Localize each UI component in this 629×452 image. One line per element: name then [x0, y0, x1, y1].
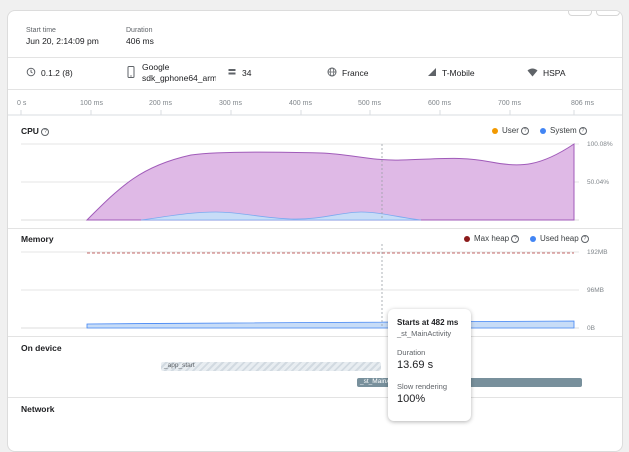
device-model: sdk_gphone64_arm6 — [142, 73, 216, 83]
duration-value: 406 ms — [126, 36, 154, 46]
timeline-tick: 806 ms — [571, 100, 594, 107]
memory-legend-max-label: Max heap — [474, 234, 510, 243]
timeline-tick: 400 ms — [289, 100, 312, 107]
timeline-tick: 500 ms — [358, 100, 381, 107]
cpu-max-label: 100.08% — [587, 141, 613, 148]
trace-label: _st_MainActivity — [360, 378, 407, 385]
help-icon[interactable]: ? — [511, 234, 520, 243]
memory-legend-max: Max heap ? — [464, 234, 520, 243]
help-icon[interactable]: ? — [521, 126, 530, 135]
globe-icon — [327, 67, 337, 77]
divider — [8, 89, 622, 90]
wifi-icon — [527, 68, 538, 77]
toolbar-button-right[interactable] — [596, 11, 620, 16]
cpu-legend-system: System ? — [540, 126, 587, 135]
cpu-legend-user: User ? — [492, 126, 530, 135]
memory-legend-used: Used heap ? — [530, 234, 589, 243]
on-device-title: On device — [21, 343, 62, 353]
cpu-title: CPU ? — [21, 126, 50, 136]
memory-title: Memory — [21, 234, 54, 244]
cpu-title-text: CPU — [21, 126, 39, 136]
cpu-legend-system-label: System — [550, 126, 577, 135]
memory-legend-used-label: Used heap — [540, 234, 579, 243]
user-dot-icon — [492, 127, 498, 134]
trace-bar-app-start[interactable]: _app_start — [161, 362, 381, 371]
country: France — [342, 68, 369, 78]
toolbar-button-left[interactable] — [568, 11, 592, 16]
network-type: HSPA — [543, 68, 566, 78]
signal-icon — [428, 68, 436, 76]
trace-label: _app_start — [164, 362, 195, 369]
api-level-icon — [228, 69, 236, 75]
help-icon[interactable]: ? — [580, 234, 589, 243]
timeline-tick: 100 ms — [80, 100, 103, 107]
divider — [8, 228, 622, 229]
memory-mid-label: 96MB — [587, 287, 604, 294]
start-time-label: Start time — [26, 27, 56, 34]
cpu-legend-user-label: User — [502, 126, 519, 135]
used-heap-dot-icon — [530, 235, 536, 242]
help-icon[interactable]: ? — [41, 127, 50, 136]
phone-icon — [127, 66, 135, 78]
timeline-tick: 200 ms — [149, 100, 172, 107]
timeline-tick: 700 ms — [498, 100, 521, 107]
cpu-user-area — [85, 143, 575, 221]
system-dot-icon — [540, 127, 546, 134]
max-heap-dot-icon — [464, 235, 470, 242]
trace-tooltip: Starts at 482 ms _st_MainActivity Durati… — [388, 309, 471, 421]
tooltip-duration-value: 13.69 s — [397, 359, 434, 371]
used-heap-area — [86, 320, 575, 329]
memory-zero-label: 0B — [587, 325, 595, 332]
timeline-tick: 600 ms — [428, 100, 451, 107]
cpu-mid-label: 50.04% — [587, 179, 610, 186]
api-level: 34 — [242, 68, 252, 78]
cpu-chart — [21, 143, 579, 221]
cpu-system-area — [140, 211, 422, 221]
tooltip-starts: Starts at 482 ms — [397, 318, 459, 327]
memory-chart — [21, 244, 579, 329]
tooltip-slow-label: Slow rendering — [397, 382, 448, 391]
divider — [8, 397, 622, 398]
network-title: Network — [21, 404, 55, 414]
divider — [8, 336, 622, 337]
trace-details-card: Start time Jun 20, 2:14:09 pm Duration 4… — [7, 10, 623, 452]
timeline-axis — [8, 110, 622, 116]
duration-label: Duration — [126, 27, 153, 34]
timeline-tick: 0 s — [17, 100, 27, 107]
memory-top-label: 192MB — [587, 249, 608, 256]
app-version: 0.1.2 (8) — [41, 68, 73, 78]
tooltip-trace-name: _st_MainActivity — [397, 329, 452, 338]
history-icon — [26, 67, 36, 77]
divider — [8, 57, 622, 58]
tooltip-duration-label: Duration — [397, 348, 426, 357]
carrier: T-Mobile — [442, 68, 475, 78]
start-time-value: Jun 20, 2:14:09 pm — [26, 36, 99, 46]
device-manufacturer: Google — [142, 62, 170, 72]
timeline-tick: 300 ms — [219, 100, 242, 107]
tooltip-slow-value: 100% — [397, 393, 426, 405]
help-icon[interactable]: ? — [578, 126, 587, 135]
